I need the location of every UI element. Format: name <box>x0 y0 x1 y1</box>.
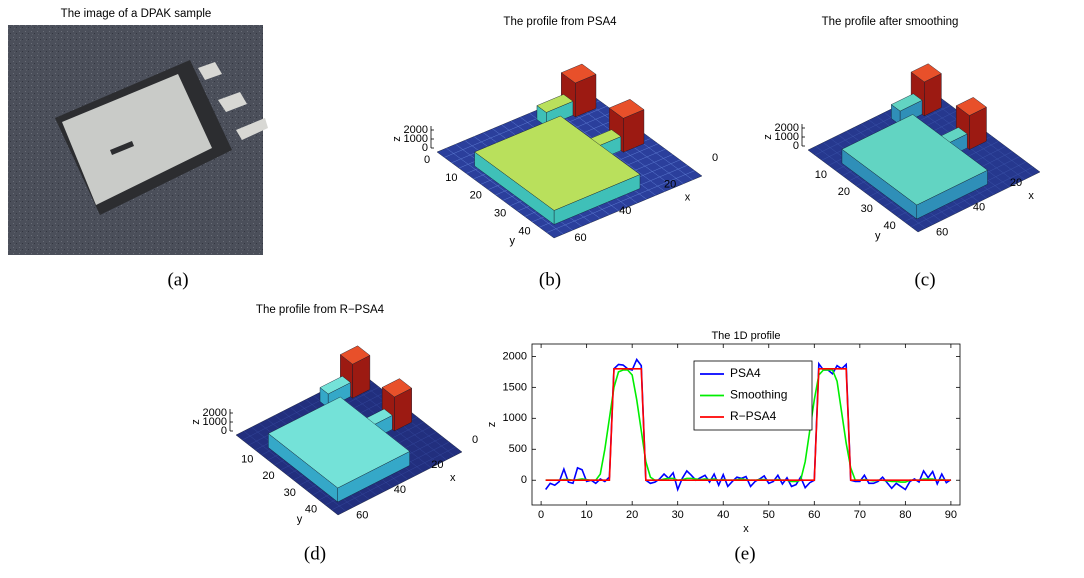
block-top <box>267 396 411 489</box>
panel-caption: (c) <box>914 269 935 290</box>
x-tick-label: 60 <box>808 509 820 521</box>
z-tick-label: 1000 <box>203 416 227 428</box>
y-tick-label: 10 <box>815 169 827 181</box>
z-axis-label: z <box>762 134 774 140</box>
series-line <box>545 367 951 482</box>
z-tick-label: 2000 <box>203 407 227 419</box>
y-tick-label: 0 <box>521 474 527 486</box>
y-tick-label: 20 <box>838 186 850 198</box>
block-top <box>910 63 942 83</box>
chip-lead <box>198 62 222 80</box>
x-tick-label: 30 <box>672 509 684 521</box>
mesh-line <box>331 446 456 511</box>
x-tick-label: 40 <box>619 205 631 217</box>
y-axis-label: y <box>510 235 516 247</box>
chip-lead <box>218 92 247 112</box>
panel-title: The profile after smoothing <box>822 16 959 28</box>
x-tick-label: 60 <box>356 509 368 521</box>
x-tick-label: 80 <box>899 509 911 521</box>
y-tick-label: 2000 <box>503 350 527 362</box>
y-tick-label: 30 <box>284 487 296 499</box>
block-top <box>319 375 351 395</box>
z-tick-label: 2000 <box>775 122 799 134</box>
x-tick-label: 0 <box>712 152 718 164</box>
block-top <box>536 94 574 113</box>
x-axis-label: x <box>685 191 691 203</box>
y-tick-label: 20 <box>262 470 274 482</box>
y-tick-label: 30 <box>494 208 506 220</box>
z-tick-label: 2000 <box>404 124 428 136</box>
z-tick-label: 1000 <box>404 133 428 145</box>
panel-caption: (b) <box>539 269 561 290</box>
y-tick-label: 500 <box>509 443 527 455</box>
x-tick-label: 20 <box>626 509 638 521</box>
y-axis-label: y <box>297 513 303 525</box>
y-tick-label: 10 <box>241 454 253 466</box>
y-tick-label: 40 <box>884 220 896 232</box>
z-axis-label: z <box>391 136 403 142</box>
x-axis-label: x <box>450 472 456 484</box>
x-tick-label: 50 <box>763 509 775 521</box>
z-tick-label: 0 <box>221 425 227 437</box>
y-tick-label: 30 <box>861 203 873 215</box>
x-tick-label: 40 <box>717 509 729 521</box>
z-tick-label: 0 <box>422 142 428 154</box>
chart-title: The 1D profile <box>711 330 780 342</box>
mesh-line <box>546 170 695 233</box>
y-tick-label: 10 <box>445 172 457 184</box>
z-axis-label: z <box>190 419 202 425</box>
z-tick-label: 1000 <box>775 131 799 143</box>
block-top <box>474 115 641 211</box>
block-top <box>955 97 987 116</box>
x-tick-label: 40 <box>394 484 406 496</box>
x-tick-label: 0 <box>538 509 544 521</box>
chip-plate <box>62 74 212 205</box>
legend-label: Smoothing <box>730 388 787 402</box>
block-top <box>381 378 413 398</box>
x-tick-label: 60 <box>574 232 586 244</box>
block-top <box>339 345 371 365</box>
y-tick-label: 20 <box>470 190 482 202</box>
chip-lead <box>236 118 268 140</box>
panel-caption: (d) <box>304 543 326 564</box>
x-tick-label: 10 <box>581 509 593 521</box>
chip-slot <box>110 141 134 155</box>
x-tick-label: 20 <box>1010 177 1022 189</box>
block-top <box>890 93 923 112</box>
x-tick-label: 40 <box>973 202 985 214</box>
x-tick-label: 0 <box>472 434 478 446</box>
y-tick-label: 40 <box>305 504 317 516</box>
y-tick-label: 1500 <box>503 381 527 393</box>
x-axis-label: x <box>1028 190 1034 202</box>
sample-photo <box>8 25 268 255</box>
x-tick-label: 60 <box>936 226 948 238</box>
x-tick-label: 70 <box>854 509 866 521</box>
panel-caption: (e) <box>734 543 755 564</box>
block-top <box>841 114 988 206</box>
legend-label: PSA4 <box>730 366 761 380</box>
x-tick-label: 20 <box>664 179 676 191</box>
panel-caption: (a) <box>167 269 188 290</box>
block-top <box>560 63 597 84</box>
panel-title: The image of a DPAK sample <box>61 8 212 20</box>
y-tick-label: 40 <box>518 226 530 238</box>
mesh-line <box>911 166 1034 228</box>
x-tick-label: 20 <box>431 459 443 471</box>
panel-title: The profile from PSA4 <box>503 16 617 28</box>
y-tick-label: 0 <box>424 154 430 166</box>
x-tick-label: 90 <box>945 509 957 521</box>
panel-title: The profile from R−PSA4 <box>256 304 385 316</box>
x-axis-label: x <box>743 523 749 535</box>
z-tick-label: 0 <box>793 140 799 152</box>
y-axis-label: y <box>875 230 881 242</box>
block-top <box>608 99 645 119</box>
y-tick-label: 1000 <box>503 412 527 424</box>
y-axis-label: z <box>486 422 498 428</box>
legend-label: R−PSA4 <box>730 409 777 423</box>
